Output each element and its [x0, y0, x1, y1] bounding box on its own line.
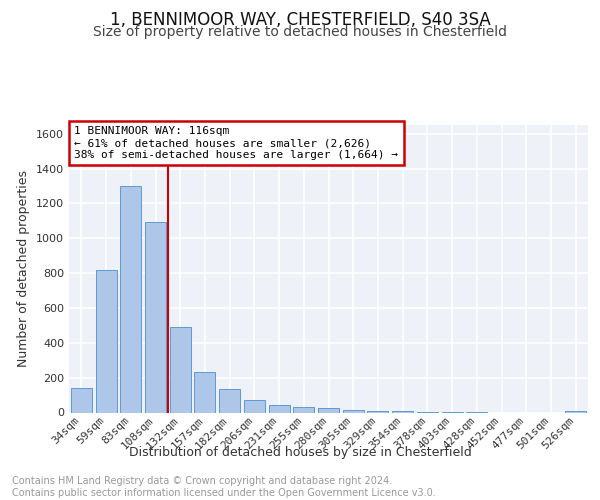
Bar [565, 411, 586, 412]
Text: 1 BENNIMOOR WAY: 116sqm
← 61% of detached houses are smaller (2,626)
38% of semi: 1 BENNIMOOR WAY: 116sqm ← 61% of detache… [74, 126, 398, 160]
Bar [269, 404, 290, 412]
Bar [145, 222, 166, 412]
Bar [318, 408, 339, 412]
Bar [120, 186, 141, 412]
Bar [170, 327, 191, 412]
Text: Size of property relative to detached houses in Chesterfield: Size of property relative to detached ho… [93, 25, 507, 39]
Bar [293, 408, 314, 412]
Bar [219, 389, 240, 412]
Bar [244, 400, 265, 412]
Bar [392, 411, 413, 412]
Bar [71, 388, 92, 412]
Text: Contains HM Land Registry data © Crown copyright and database right 2024.
Contai: Contains HM Land Registry data © Crown c… [12, 476, 436, 498]
Bar [95, 270, 116, 412]
Y-axis label: Number of detached properties: Number of detached properties [17, 170, 31, 367]
Text: 1, BENNIMOOR WAY, CHESTERFIELD, S40 3SA: 1, BENNIMOOR WAY, CHESTERFIELD, S40 3SA [110, 11, 490, 29]
Bar [367, 411, 388, 412]
Bar [343, 410, 364, 412]
Bar [194, 372, 215, 412]
Text: Distribution of detached houses by size in Chesterfield: Distribution of detached houses by size … [128, 446, 472, 459]
